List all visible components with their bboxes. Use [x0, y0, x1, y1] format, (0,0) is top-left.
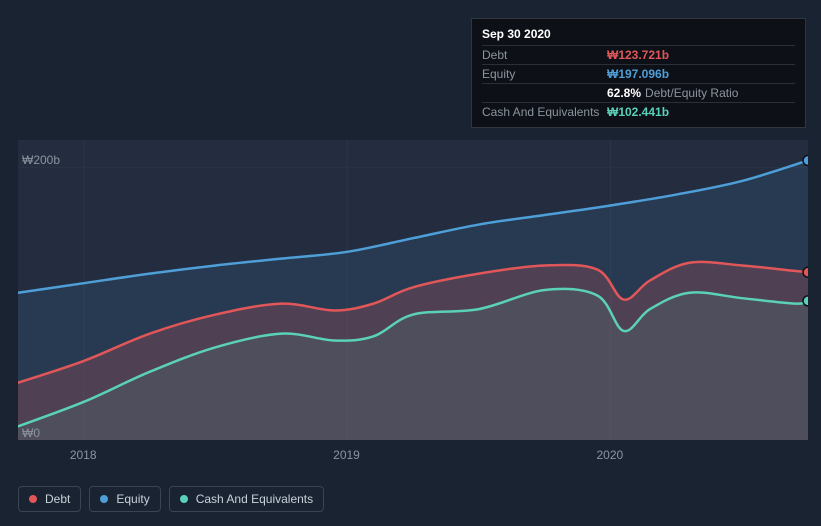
- legend-item[interactable]: Debt: [18, 486, 81, 512]
- legend-item[interactable]: Equity: [89, 486, 160, 512]
- x-axis-label: 2019: [333, 448, 360, 462]
- x-axis-label: 2018: [70, 448, 97, 462]
- tooltip-row-secondary: Debt/Equity Ratio: [645, 86, 738, 100]
- tooltip-row: Debt₩123.721b: [482, 45, 795, 64]
- legend-label: Debt: [45, 492, 70, 506]
- legend-swatch-icon: [180, 495, 188, 503]
- legend-swatch-icon: [29, 495, 37, 503]
- tooltip-row: Equity₩197.096b: [482, 64, 795, 83]
- tooltip-date: Sep 30 2020: [482, 25, 795, 45]
- tooltip-row-label: Cash And Equivalents: [482, 105, 607, 119]
- tooltip-row-value: 62.8%Debt/Equity Ratio: [607, 86, 738, 100]
- tooltip-row-label: Debt: [482, 48, 607, 62]
- tooltip-panel: Sep 30 2020 Debt₩123.721bEquity₩197.096b…: [471, 18, 806, 128]
- tooltip-row-label: [482, 86, 607, 100]
- legend-swatch-icon: [100, 495, 108, 503]
- tooltip-row: 62.8%Debt/Equity Ratio: [482, 83, 795, 102]
- legend-label: Cash And Equivalents: [196, 492, 313, 506]
- legend-label: Equity: [116, 492, 149, 506]
- x-axis-label: 2020: [597, 448, 624, 462]
- y-axis-label: ₩200b: [22, 153, 60, 167]
- tooltip-row-value: ₩197.096b: [607, 67, 669, 81]
- chart-container: Sep 30 2020 Debt₩123.721bEquity₩197.096b…: [0, 0, 821, 526]
- chart-plot-area[interactable]: [18, 140, 808, 440]
- y-axis-label: ₩0: [22, 426, 40, 440]
- tooltip-row: Cash And Equivalents₩102.441b: [482, 102, 795, 121]
- x-axis-labels: 2018 2019 2020: [18, 448, 808, 468]
- tooltip-row-value: ₩123.721b: [607, 48, 669, 62]
- chart-svg: [18, 140, 808, 440]
- legend-item[interactable]: Cash And Equivalents: [169, 486, 324, 512]
- legend: Debt Equity Cash And Equivalents: [18, 486, 324, 512]
- tooltip-row-label: Equity: [482, 67, 607, 81]
- tooltip-row-value: ₩102.441b: [607, 105, 669, 119]
